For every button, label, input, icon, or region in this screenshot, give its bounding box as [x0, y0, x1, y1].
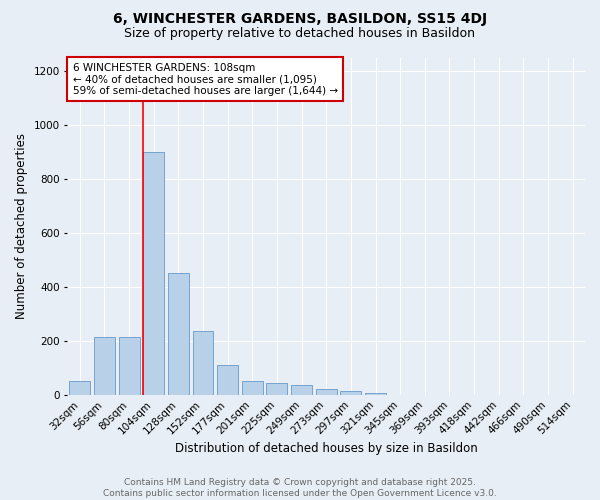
X-axis label: Distribution of detached houses by size in Basildon: Distribution of detached houses by size …: [175, 442, 478, 455]
Bar: [365, 392, 386, 394]
Y-axis label: Number of detached properties: Number of detached properties: [15, 133, 28, 319]
Bar: [94, 336, 115, 394]
Bar: [340, 390, 361, 394]
Bar: [291, 386, 312, 394]
Bar: [143, 152, 164, 394]
Bar: [119, 336, 140, 394]
Bar: [242, 381, 263, 394]
Bar: [316, 390, 337, 394]
Bar: [193, 332, 214, 394]
Bar: [217, 365, 238, 394]
Text: 6, WINCHESTER GARDENS, BASILDON, SS15 4DJ: 6, WINCHESTER GARDENS, BASILDON, SS15 4D…: [113, 12, 487, 26]
Text: Contains HM Land Registry data © Crown copyright and database right 2025.
Contai: Contains HM Land Registry data © Crown c…: [103, 478, 497, 498]
Bar: [69, 381, 90, 394]
Bar: [266, 382, 287, 394]
Text: 6 WINCHESTER GARDENS: 108sqm
← 40% of detached houses are smaller (1,095)
59% of: 6 WINCHESTER GARDENS: 108sqm ← 40% of de…: [73, 62, 338, 96]
Text: Size of property relative to detached houses in Basildon: Size of property relative to detached ho…: [125, 28, 476, 40]
Bar: [168, 274, 189, 394]
